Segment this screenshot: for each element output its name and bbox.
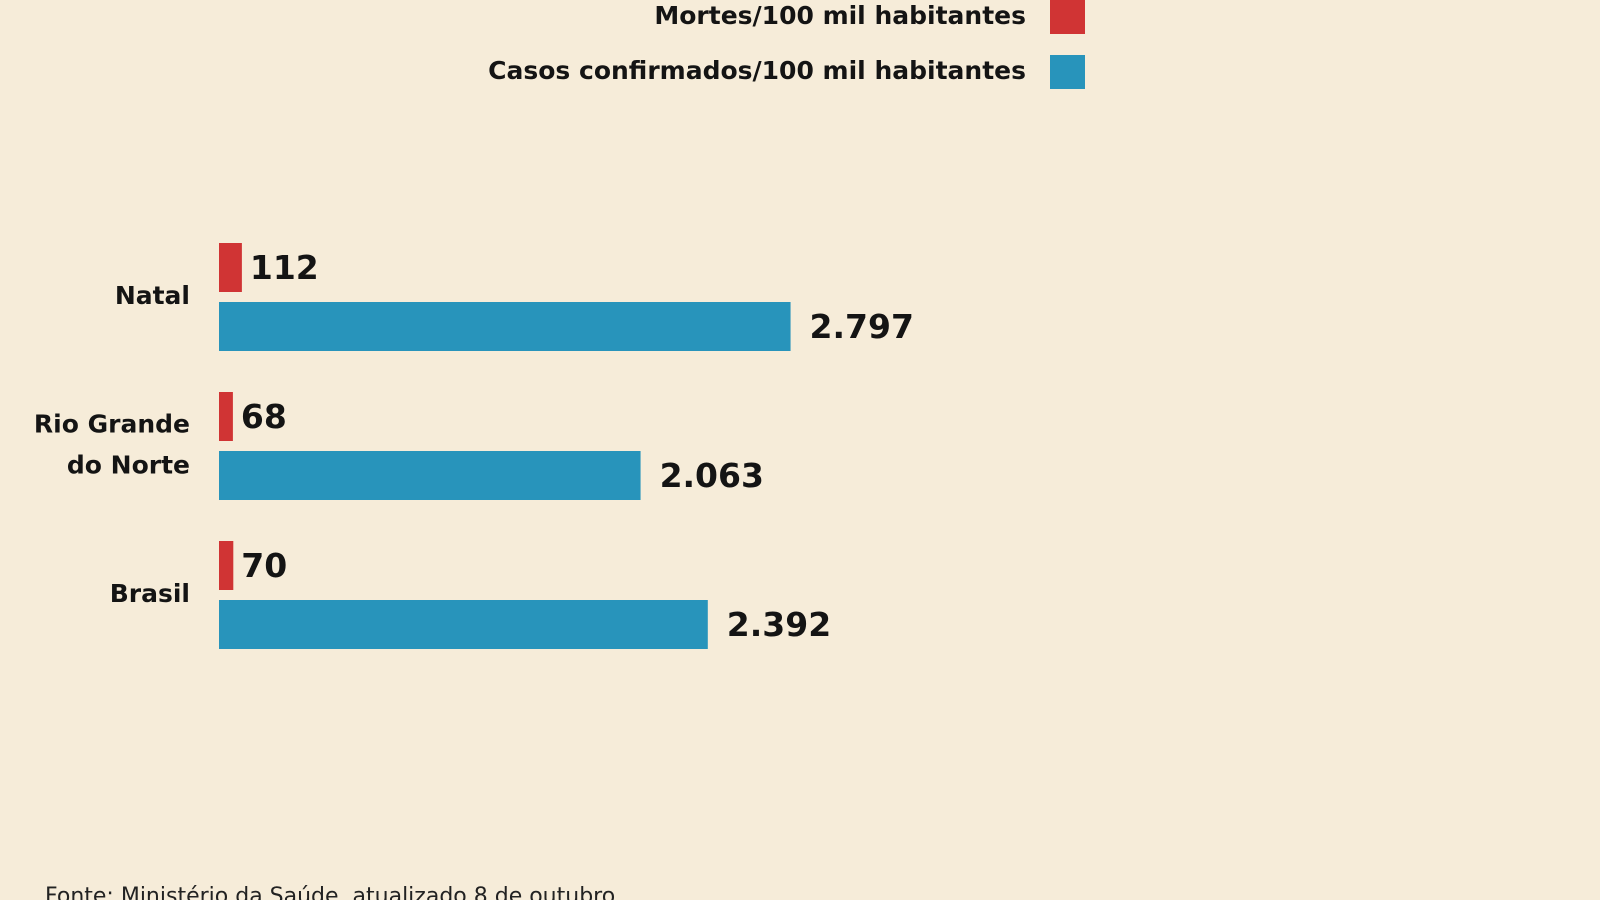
source-note: Fonte: Ministério da Saúde, atualizado 8… bbox=[45, 884, 616, 900]
value-label-deaths-natal: 112 bbox=[250, 248, 319, 287]
bar-cases-brasil bbox=[219, 600, 708, 649]
category-label-rio-grande-do-norte-line-2: do Norte bbox=[67, 451, 190, 480]
bar-cases-rio-grande-do-norte bbox=[219, 451, 641, 500]
category-label-brasil: Brasil bbox=[110, 579, 190, 608]
value-label-cases-rio-grande-do-norte: 2.063 bbox=[660, 456, 764, 495]
bar-deaths-natal bbox=[219, 243, 242, 292]
bar-deaths-brasil bbox=[219, 541, 234, 590]
value-label-cases-natal: 2.797 bbox=[810, 307, 914, 346]
bar-cases-natal bbox=[219, 302, 791, 351]
category-label-natal: Natal bbox=[115, 281, 190, 310]
value-label-deaths-brasil: 70 bbox=[241, 546, 287, 585]
legend-label-deaths: Mortes/100 mil habitantes bbox=[654, 1, 1026, 30]
legend-label-cases: Casos confirmados/100 mil habitantes bbox=[488, 56, 1026, 85]
value-label-cases-brasil: 2.392 bbox=[727, 605, 831, 644]
value-label-deaths-rio-grande-do-norte: 68 bbox=[241, 397, 287, 436]
legend-swatch-cases bbox=[1050, 55, 1085, 89]
bar-deaths-rio-grande-do-norte bbox=[219, 392, 233, 441]
category-label-rio-grande-do-norte-line-1: Rio Grande bbox=[34, 410, 190, 439]
legend-swatch-deaths bbox=[1050, 0, 1085, 34]
